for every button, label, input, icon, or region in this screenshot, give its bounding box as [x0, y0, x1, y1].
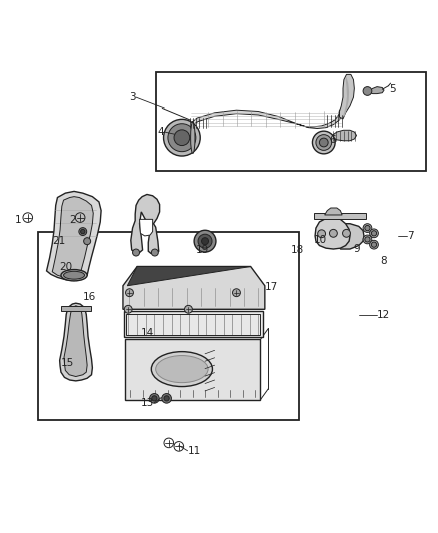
Polygon shape	[315, 217, 350, 249]
Circle shape	[124, 305, 132, 313]
Bar	[61, 306, 91, 311]
Circle shape	[162, 393, 171, 403]
Text: 7: 7	[407, 231, 413, 241]
Bar	[127, 313, 260, 335]
Circle shape	[233, 289, 240, 297]
Circle shape	[184, 305, 192, 313]
Circle shape	[318, 230, 325, 238]
Bar	[125, 340, 261, 400]
Circle shape	[163, 119, 200, 156]
Text: 13: 13	[141, 398, 154, 408]
Text: 11: 11	[187, 446, 201, 456]
Bar	[314, 213, 366, 220]
Polygon shape	[343, 77, 349, 116]
Circle shape	[201, 238, 208, 245]
Ellipse shape	[64, 271, 85, 279]
Polygon shape	[46, 191, 101, 280]
Text: 2: 2	[69, 215, 76, 225]
Bar	[124, 311, 263, 337]
Text: 16: 16	[83, 292, 96, 302]
Circle shape	[363, 87, 372, 95]
Circle shape	[316, 135, 332, 150]
Circle shape	[81, 229, 85, 234]
Circle shape	[363, 224, 372, 232]
Polygon shape	[140, 220, 152, 236]
Circle shape	[312, 131, 335, 154]
Circle shape	[370, 240, 378, 249]
Circle shape	[84, 238, 91, 245]
Polygon shape	[64, 306, 87, 376]
Circle shape	[133, 249, 140, 256]
Circle shape	[164, 395, 169, 401]
Text: 21: 21	[52, 236, 65, 246]
Text: 1: 1	[15, 215, 21, 225]
Circle shape	[329, 229, 337, 237]
Circle shape	[319, 138, 328, 147]
Circle shape	[365, 225, 370, 231]
Ellipse shape	[155, 356, 208, 383]
Circle shape	[371, 242, 377, 247]
Text: 9: 9	[353, 244, 360, 254]
Circle shape	[126, 289, 134, 297]
Polygon shape	[325, 208, 342, 215]
Circle shape	[174, 130, 190, 146]
Text: 6: 6	[329, 135, 336, 145]
Circle shape	[343, 229, 350, 237]
Text: 20: 20	[60, 262, 73, 272]
Ellipse shape	[151, 352, 212, 386]
Polygon shape	[60, 303, 92, 381]
Circle shape	[152, 395, 157, 401]
Text: 17: 17	[265, 282, 278, 293]
Ellipse shape	[191, 122, 195, 154]
Text: 4: 4	[158, 127, 164, 137]
Ellipse shape	[61, 270, 87, 281]
Text: 5: 5	[389, 84, 396, 94]
Polygon shape	[123, 266, 265, 309]
Polygon shape	[52, 197, 93, 278]
Circle shape	[168, 124, 196, 152]
Circle shape	[371, 231, 377, 236]
Text: 8: 8	[381, 256, 387, 266]
Circle shape	[79, 228, 87, 236]
Text: 3: 3	[129, 92, 136, 102]
Circle shape	[363, 235, 372, 244]
Text: 15: 15	[61, 358, 74, 368]
Polygon shape	[367, 87, 384, 94]
Polygon shape	[187, 110, 343, 128]
Circle shape	[370, 229, 378, 238]
Circle shape	[150, 393, 159, 403]
Circle shape	[194, 230, 216, 252]
Text: 12: 12	[377, 310, 390, 319]
Circle shape	[365, 237, 370, 242]
Circle shape	[198, 234, 212, 248]
Polygon shape	[340, 224, 364, 249]
Text: 14: 14	[141, 328, 154, 338]
Text: 19: 19	[196, 245, 209, 255]
Bar	[155, 72, 426, 171]
Text: 18: 18	[290, 245, 304, 255]
Polygon shape	[331, 130, 357, 141]
Polygon shape	[131, 195, 159, 253]
Bar	[38, 231, 299, 420]
Polygon shape	[339, 75, 354, 119]
Polygon shape	[127, 266, 251, 286]
Text: 10: 10	[314, 235, 327, 245]
Circle shape	[151, 249, 158, 256]
